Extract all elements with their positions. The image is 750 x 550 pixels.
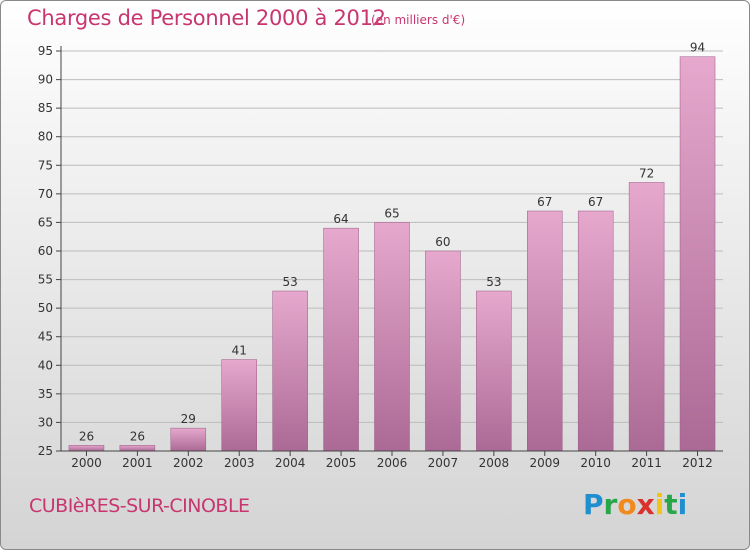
x-tick-label: 2009 [529,456,560,470]
bar-chart: 26 26 29 41 53 64 65 60 53 67 67 72 94 25 30 35 40 45 50 5… [38,41,723,470]
logo-letter: P [583,488,604,521]
logo-letter: o [617,488,637,521]
y-tick-label: 60 [38,244,53,258]
bar [476,290,512,452]
bar-value-label: 53 [486,275,501,289]
x-tick-label: 2008 [479,456,510,470]
bar [323,227,359,452]
bar [577,210,614,452]
y-tick-label: 40 [38,358,53,372]
y-tick-label: 65 [38,215,53,229]
town-name: CUBIèRES-SUR-CINOBLE [29,495,250,517]
x-tick-label: 2003 [224,456,255,470]
bar [170,427,207,452]
bar-value-label: 53 [283,275,298,289]
bar-value-label: 29 [181,412,196,426]
x-tick-label: 2002 [173,456,204,470]
y-tick-label: 95 [38,44,53,58]
bar [527,210,563,452]
bar-value-label: 94 [690,41,705,55]
y-tick-label: 30 [38,415,53,429]
x-tick-label: 2005 [326,456,357,470]
bar-value-label: 67 [588,195,603,209]
y-tick-label: 75 [38,158,53,172]
x-tick-label: 2011 [631,456,662,470]
bar-value-label: 60 [435,235,450,249]
bar-value-label: 67 [537,195,552,209]
bar [221,359,257,452]
x-tick-label: 2010 [580,456,611,470]
y-tick-label: 45 [38,330,53,344]
bar-layer: 26 26 29 41 53 64 65 60 53 67 67 72 94 [68,41,716,452]
y-tick-label: 50 [38,301,53,315]
bar [628,182,665,452]
y-tick-label: 55 [38,273,53,287]
x-tick-label: 2012 [682,456,713,470]
logo-letter: x [636,488,655,521]
y-tick-label: 85 [38,101,53,115]
logo-letter: i [654,488,665,521]
bar-value-label: 26 [79,429,94,443]
y-tick-label: 80 [38,130,53,144]
axis-layer: 25 30 35 40 45 50 55 60 65 70 75 80 85 90 95 2000 2001 20… [38,44,723,470]
bar [119,445,156,452]
x-tick-label: 2006 [377,456,408,470]
x-tick-label: 2007 [428,456,459,470]
bar [272,290,308,452]
bar-value-label: 65 [384,206,399,220]
logo-letter: t [664,488,678,521]
bar-value-label: 26 [130,429,145,443]
x-tick-label: 2004 [275,456,306,470]
logo-letter: r [603,488,618,521]
y-tick-label: 25 [38,444,53,458]
x-tick-label: 2000 [71,456,102,470]
logo-letter: i [677,488,688,521]
chart-subtitle: (en milliers d'€) [371,13,466,27]
bar-value-label: 72 [639,166,654,180]
bar-value-label: 64 [333,212,348,226]
y-tick-label: 35 [38,387,53,401]
y-tick-label: 90 [38,73,53,87]
bar [374,222,410,452]
x-tick-label: 2001 [122,456,153,470]
bar [679,56,716,452]
bar [425,250,461,452]
chart-title: Charges de Personnel 2000 à 2012 [27,6,386,30]
y-tick-label: 70 [38,187,53,201]
proxiti-logo: Proxiti [583,488,687,521]
bar [68,445,105,452]
bar-value-label: 41 [232,344,247,358]
